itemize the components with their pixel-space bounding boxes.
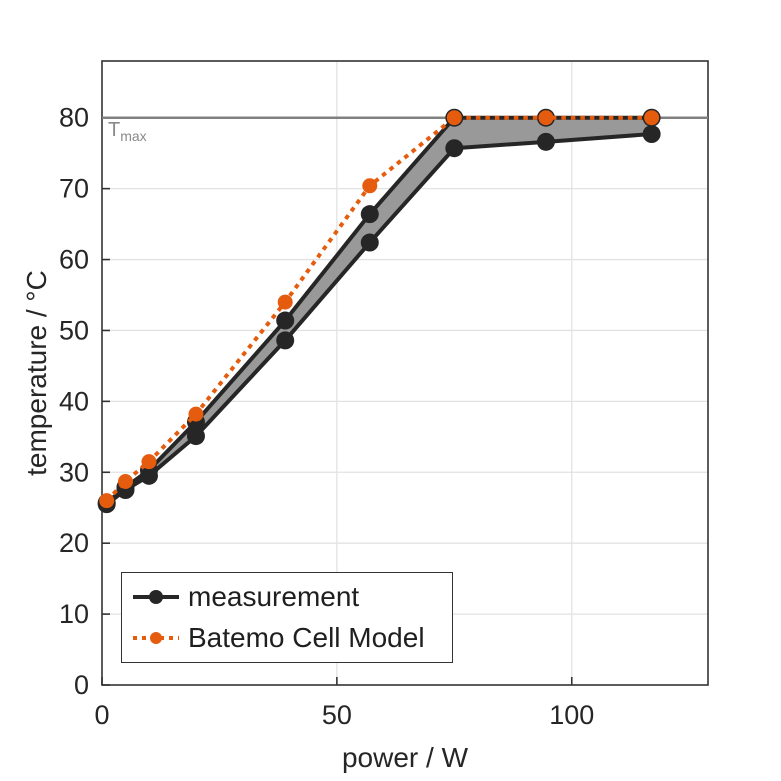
measurement-band xyxy=(106,117,652,505)
legend-label-measurement: measurement xyxy=(188,581,360,613)
y-tick-label-70: 70 xyxy=(59,174,89,204)
y-tick-label-60: 60 xyxy=(59,245,89,275)
measurement-upper-marker-4 xyxy=(276,311,295,330)
x-axis-label: power / W xyxy=(341,742,469,773)
model-marker-sample xyxy=(150,631,162,644)
measurement-lower-line xyxy=(104,132,654,507)
model-marker-1 xyxy=(117,473,133,489)
x-tick-label-50: 50 xyxy=(322,700,352,730)
y-tick-label-40: 40 xyxy=(59,386,89,416)
measurement-lower-marker-4 xyxy=(276,331,295,350)
model-marker-7 xyxy=(538,110,554,126)
measurement-lower-marker-5 xyxy=(360,233,379,252)
y-tick-label-0: 0 xyxy=(74,670,89,700)
measurement-lower-marker-2 xyxy=(139,466,158,485)
legend-sample-measurement xyxy=(133,590,179,605)
measurement-upper-marker-5 xyxy=(360,205,379,224)
model-marker-6 xyxy=(446,110,462,126)
y-tick-label-10: 10 xyxy=(59,599,89,629)
y-tick-label-30: 30 xyxy=(59,457,89,487)
y-tick-label-80: 80 xyxy=(59,103,89,133)
measurement-marker-sample xyxy=(149,590,163,605)
measurement-lower-marker-7 xyxy=(536,132,555,151)
x-tick-label-0: 0 xyxy=(94,700,109,730)
axes-box xyxy=(101,60,709,686)
tmax-annotation-sub: max xyxy=(120,128,147,144)
legend-sample-model xyxy=(133,631,179,644)
model-marker-0 xyxy=(99,493,115,509)
legend-label-model: Batemo Cell Model xyxy=(188,621,425,653)
legend-item-model: Batemo Cell Model xyxy=(132,622,452,654)
model-marker-2 xyxy=(141,454,157,470)
model-marker-3 xyxy=(188,406,204,422)
legend: measurement Batemo Cell Model xyxy=(121,572,453,663)
y-axis-label: temperature / °C xyxy=(21,270,52,476)
model-marker-5 xyxy=(362,178,378,194)
y-tick-label-20: 20 xyxy=(59,528,89,558)
x-tick-label-100: 100 xyxy=(549,700,594,730)
measurement-lower-marker-8 xyxy=(642,125,661,144)
legend-item-measurement: measurement xyxy=(132,581,452,613)
tmax-annotation: Tmax xyxy=(108,120,147,146)
measurement-lower-marker-6 xyxy=(445,139,464,158)
model-marker-8 xyxy=(644,110,660,126)
tmax-annotation-main: T xyxy=(108,119,121,141)
model-marker-4 xyxy=(277,294,293,310)
y-tick-label-50: 50 xyxy=(59,315,89,345)
measurement-lower-marker-3 xyxy=(186,427,205,446)
